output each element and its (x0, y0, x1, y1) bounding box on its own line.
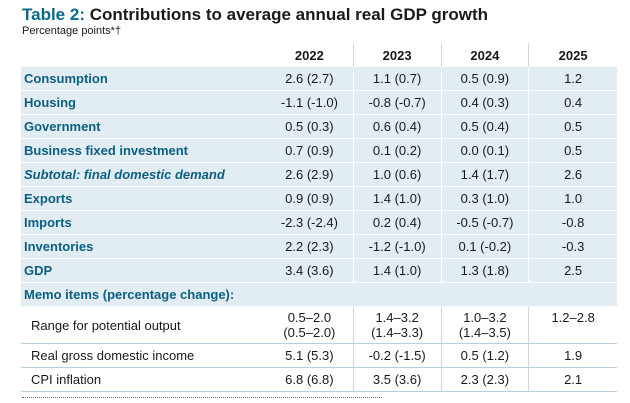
table-row-gdi: Real gross domestic income 5.1 (5.3) -0.… (21, 344, 617, 368)
table-cell: 0.7 (0.9) (266, 139, 354, 162)
row-label: CPI inflation (31, 372, 102, 387)
table-cell: 0.1 (0.2) (354, 139, 442, 162)
table-cell: 2.6 (564, 167, 583, 182)
header-2022: 2022 (266, 43, 354, 67)
header-2025: 2025 (558, 47, 588, 63)
table-cell: 1.0–3.2 (1.4–3.5) (442, 307, 530, 343)
row-label: GDP (24, 263, 53, 278)
table-cell: 0.0 (0.1) (442, 139, 530, 162)
table-row-cpi: CPI inflation 6.8 (6.8) 3.5 (3.6) 2.3 (2… (21, 368, 617, 392)
row-label: Business fixed investment (24, 143, 188, 158)
row-label: Subtotal: final domestic demand (24, 167, 225, 182)
table-cell: 0.4 (564, 95, 583, 110)
table-cell: 1.0 (564, 191, 583, 206)
table-cell: 1.4–3.2 (1.4–3.3) (354, 307, 442, 343)
table-row-consumption: Consumption 2.6 (2.7) 1.1 (0.7) 0.5 (0.9… (21, 67, 617, 90)
table-cell: 6.8 (6.8) (266, 368, 354, 391)
table-cell: 1.9 (564, 348, 583, 363)
range-value-previous: (1.4–3.3) (371, 325, 424, 340)
memo-heading: Memo items (percentage change): (24, 287, 235, 302)
table-cell: 5.1 (5.3) (266, 344, 354, 367)
table-cell: 0.5 (0.3) (266, 115, 354, 138)
table-cell: 0.4 (0.3) (442, 91, 530, 114)
row-label: Exports (24, 191, 73, 206)
row-label: Inventories (24, 239, 94, 254)
table-cell: -2.3 (-2.4) (266, 211, 354, 234)
table-cell: 1.4 (1.0) (354, 187, 442, 210)
table-cell: 1.2 (564, 71, 583, 86)
table-cell: -0.8 (-0.7) (354, 91, 442, 114)
table-title-text: Contributions to average annual real GDP… (89, 5, 489, 24)
table-row-housing: Housing -1.1 (-1.0) -0.8 (-0.7) 0.4 (0.3… (21, 91, 617, 114)
table-cell: 2.6 (2.7) (266, 67, 354, 90)
table-cell: -1.2 (-1.0) (354, 235, 442, 258)
table-header-row: 2022 2023 2024 2025 (21, 43, 617, 67)
header-2024: 2024 (442, 43, 530, 67)
table-cell: 0.5 (0.9) (442, 67, 530, 90)
table-cell: 0.9 (0.9) (266, 187, 354, 210)
table-subtitle: Percentage points*† (22, 25, 122, 37)
table-cell: -0.8 (561, 215, 585, 230)
table-cell: 2.5 (564, 263, 583, 278)
table-cell: 0.6 (0.4) (354, 115, 442, 138)
range-value-previous: (0.5–2.0) (283, 325, 336, 340)
range-value-previous: (1.4–3.5) (458, 325, 511, 340)
table-title: Table 2: Contributions to average annual… (22, 5, 488, 25)
table-cell: 1.3 (1.8) (442, 259, 530, 282)
table-row-gdp: GDP 3.4 (3.6) 1.4 (1.0) 1.3 (1.8) 2.5 (21, 259, 617, 282)
table-row-exports: Exports 0.9 (0.9) 1.4 (1.0) 0.3 (1.0) 1.… (21, 187, 617, 210)
table-row-subtotal: Subtotal: final domestic demand 2.6 (2.9… (21, 163, 617, 186)
table-cell: 0.5 (564, 143, 583, 158)
row-label: Government (24, 119, 101, 134)
table-cell: 1.0 (0.6) (354, 163, 442, 186)
row-label: Consumption (24, 71, 108, 86)
row-label: Imports (24, 215, 72, 230)
table-number: Table 2: (22, 5, 85, 24)
table-cell: 0.3 (1.0) (442, 187, 530, 210)
table-cell: 1.4 (1.7) (442, 163, 530, 186)
table-cell: 3.4 (3.6) (266, 259, 354, 282)
table-cell: 2.6 (2.9) (266, 163, 354, 186)
table-cell: 0.1 (-0.2) (442, 235, 530, 258)
row-label: Range for potential output (31, 317, 181, 333)
row-label: Real gross domestic income (31, 348, 195, 363)
footnote-cutoff (22, 397, 382, 400)
table-row-government: Government 0.5 (0.3) 0.6 (0.4) 0.5 (0.4)… (21, 115, 617, 138)
row-label: Housing (24, 95, 76, 110)
table-row-imports: Imports -2.3 (-2.4) 0.2 (0.4) -0.5 (-0.7… (21, 211, 617, 234)
table-cell: 2.2 (2.3) (266, 235, 354, 258)
table-cell: 0.2 (0.4) (354, 211, 442, 234)
table-cell: -0.2 (-1.5) (354, 344, 442, 367)
table-cell: -0.3 (561, 239, 585, 254)
table-cell: 2.1 (564, 372, 583, 387)
table-cell: 0.5 (0.4) (442, 115, 530, 138)
table-cell: 0.5 (564, 119, 583, 134)
range-value: 0.5–2.0 (287, 310, 332, 325)
table-row-business-investment: Business fixed investment 0.7 (0.9) 0.1 … (21, 139, 617, 162)
memo-heading-row: Memo items (percentage change): (21, 283, 617, 306)
table-cell: -1.1 (-1.0) (266, 91, 354, 114)
table-cell: 1.1 (0.7) (354, 67, 442, 90)
range-value: 1.0–3.2 (463, 310, 507, 325)
table-row-inventories: Inventories 2.2 (2.3) -1.2 (-1.0) 0.1 (-… (21, 235, 617, 258)
header-blank (21, 43, 266, 67)
range-value: 1.4–3.2 (375, 310, 419, 325)
table-cell: 2.3 (2.3) (442, 368, 530, 391)
table-cell: -0.5 (-0.7) (442, 211, 530, 234)
table-cell: 1.2–2.8 (551, 310, 595, 325)
table-cell: 1.4 (1.0) (354, 259, 442, 282)
table-cell: 3.5 (3.6) (354, 368, 442, 391)
table-row-potential-output: Range for potential output 0.5–2.0 (0.5–2… (21, 307, 617, 344)
table-cell: 0.5 (1.2) (442, 344, 530, 367)
header-2023: 2023 (354, 43, 442, 67)
table-cell: 0.5–2.0 (0.5–2.0) (266, 307, 354, 343)
